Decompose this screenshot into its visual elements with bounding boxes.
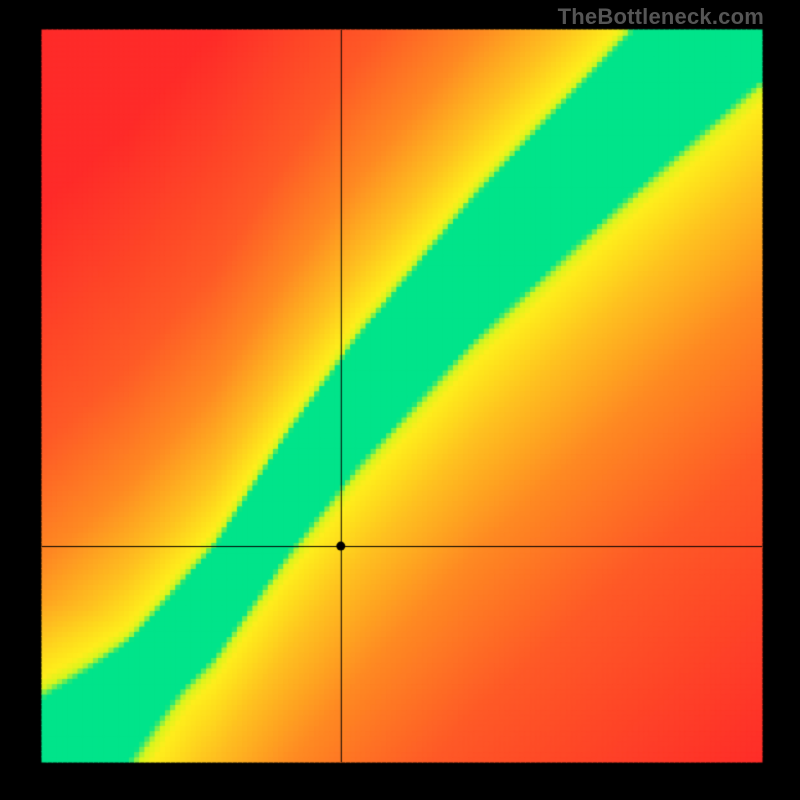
watermark-text: TheBottleneck.com [558, 4, 764, 30]
bottleneck-heatmap [0, 0, 800, 800]
chart-container: { "canvas": { "width": 800, "height": 80… [0, 0, 800, 800]
